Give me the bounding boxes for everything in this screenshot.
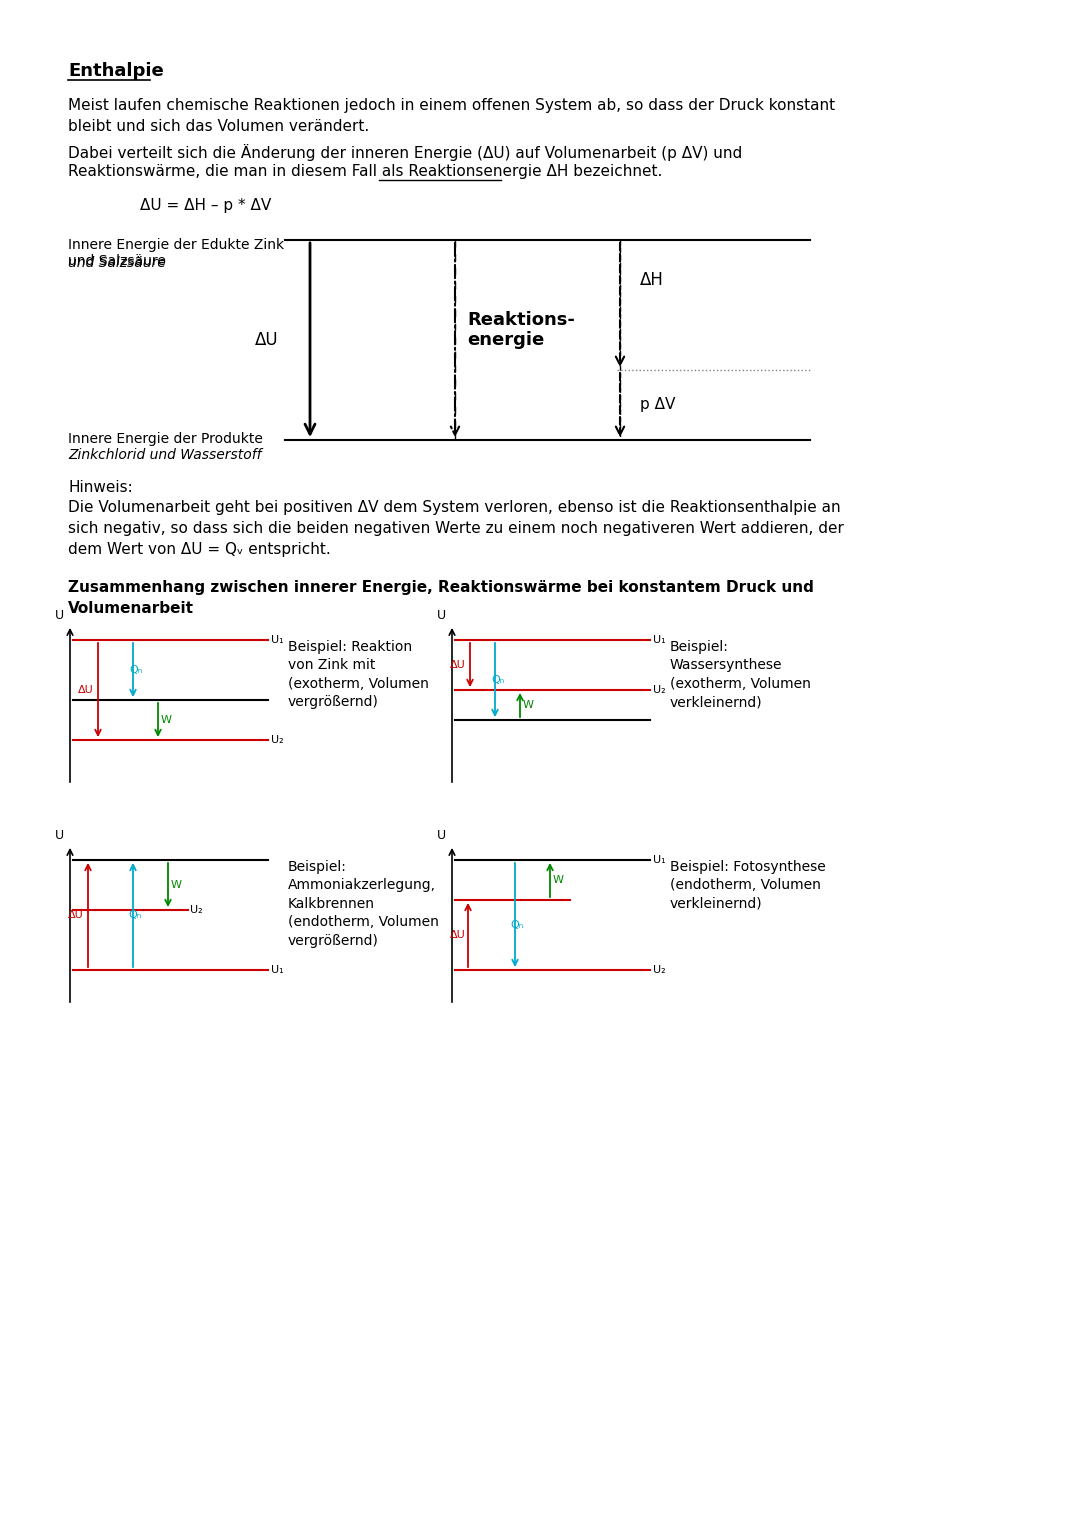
Text: U₂: U₂ [653, 686, 665, 695]
Text: Beispiel:
Wassersynthese
(exotherm, Volumen
verkleinernd): Beispiel: Wassersynthese (exotherm, Volu… [670, 640, 811, 709]
Text: Qₙ: Qₙ [129, 910, 141, 919]
Text: U: U [55, 829, 64, 841]
Text: U: U [437, 609, 446, 621]
Text: und Salzsäure: und Salzsäure [68, 257, 165, 270]
Text: U₁: U₁ [653, 855, 665, 864]
Text: Beispiel:
Ammoniakzerlegung,
Kalkbrennen
(endotherm, Volumen
vergrößernd): Beispiel: Ammoniakzerlegung, Kalkbrennen… [288, 860, 438, 948]
Text: Dabei verteilt sich die Änderung der inneren Energie (ΔU) auf Volumenarbeit (p Δ: Dabei verteilt sich die Änderung der inn… [68, 144, 742, 160]
Text: W: W [553, 875, 564, 886]
Text: U: U [437, 829, 446, 841]
Text: U: U [55, 609, 64, 621]
Text: Beispiel: Fotosynthese
(endotherm, Volumen
verkleinernd): Beispiel: Fotosynthese (endotherm, Volum… [670, 860, 826, 910]
Text: Zinkchlorid und Wasserstoff: Zinkchlorid und Wasserstoff [68, 447, 261, 463]
Text: U₁: U₁ [653, 635, 665, 644]
Text: p ΔV: p ΔV [640, 397, 675, 412]
Text: W: W [161, 715, 172, 725]
Text: U₂: U₂ [653, 965, 665, 976]
Text: ΔU = ΔH – p * ΔV: ΔU = ΔH – p * ΔV [140, 199, 271, 212]
Text: W: W [171, 880, 183, 890]
Text: Reaktionswärme, die man in diesem Fall als Reaktionsenergie ΔH bezeichnet.: Reaktionswärme, die man in diesem Fall a… [68, 163, 662, 179]
Text: Qₙ: Qₙ [491, 675, 504, 686]
Text: Qₙ: Qₙ [510, 919, 523, 930]
Text: ΔU: ΔU [450, 930, 465, 941]
Text: ΔU: ΔU [450, 660, 465, 670]
Text: ΔU: ΔU [68, 910, 84, 919]
Text: ΔH: ΔH [640, 270, 664, 289]
Text: Qₙ: Qₙ [129, 664, 143, 675]
Text: Zusammenhang zwischen innerer Energie, Reaktionswärme bei konstantem Druck und
V: Zusammenhang zwischen innerer Energie, R… [68, 580, 814, 615]
Text: Innere Energie der Edukte Zink
und Salzsäure: Innere Energie der Edukte Zink und Salzs… [68, 238, 284, 269]
Text: U₂: U₂ [190, 906, 203, 915]
Text: ΔU: ΔU [255, 331, 279, 350]
Text: W: W [523, 699, 534, 710]
Text: Meist laufen chemische Reaktionen jedoch in einem offenen System ab, so dass der: Meist laufen chemische Reaktionen jedoch… [68, 98, 835, 134]
Text: Reaktions-
energie: Reaktions- energie [467, 310, 575, 350]
Text: Hinweis:: Hinweis: [68, 479, 133, 495]
Text: Innere Energie der Produkte: Innere Energie der Produkte [68, 432, 262, 446]
Text: ΔU: ΔU [78, 686, 94, 695]
Text: U₁: U₁ [271, 635, 284, 644]
Text: U₂: U₂ [271, 734, 284, 745]
Text: Beispiel: Reaktion
von Zink mit
(exotherm, Volumen
vergrößernd): Beispiel: Reaktion von Zink mit (exother… [288, 640, 429, 709]
Text: U₁: U₁ [271, 965, 284, 976]
Text: Die Volumenarbeit geht bei positiven ΔV dem System verloren, ebenso ist die Reak: Die Volumenarbeit geht bei positiven ΔV … [68, 499, 843, 557]
Text: Enthalpie: Enthalpie [68, 63, 164, 79]
